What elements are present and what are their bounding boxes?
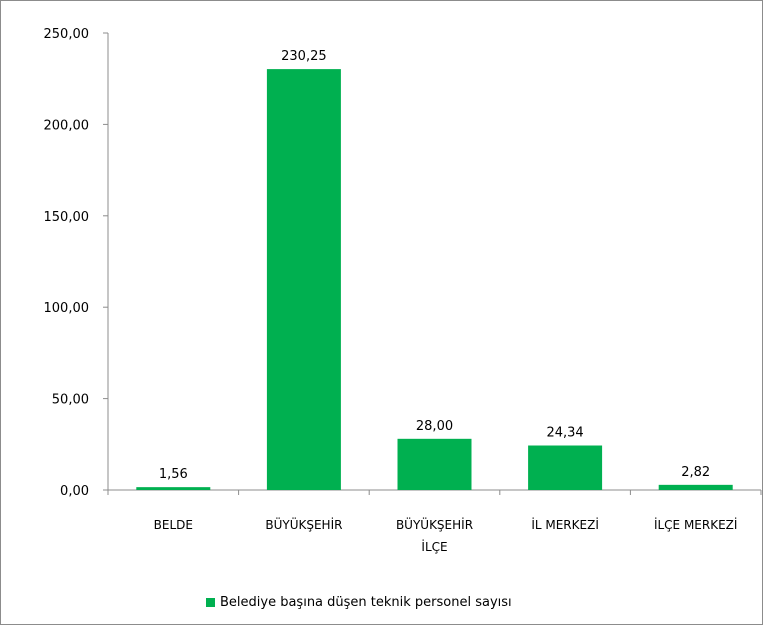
y-tick-label: 50,00 — [52, 393, 89, 408]
category-label: BELDE — [154, 518, 193, 532]
y-tick-label: 100,00 — [44, 301, 90, 316]
data-label: 28,00 — [416, 419, 453, 434]
bar — [658, 484, 733, 490]
y-tick-label: 150,00 — [44, 210, 90, 225]
data-label: 2,82 — [681, 465, 710, 480]
category-label: BÜYÜKŞEHİR — [396, 516, 473, 532]
data-label: 1,56 — [159, 467, 188, 482]
legend-swatch — [206, 597, 215, 607]
y-tick-label: 200,00 — [44, 118, 90, 133]
category-label: İL MERKEZİ — [531, 517, 599, 532]
y-tick-label: 250,00 — [44, 27, 90, 42]
bar — [397, 438, 472, 490]
category-label: İLÇE MERKEZİ — [654, 517, 737, 532]
category-label: BÜYÜKŞEHİR — [265, 516, 342, 532]
data-label: 24,34 — [546, 426, 583, 441]
legend: Belediye başına düşen teknik personel sa… — [206, 593, 512, 611]
bar — [266, 69, 341, 490]
y-tick-label: 0,00 — [60, 484, 89, 499]
data-label: 230,25 — [281, 49, 327, 64]
bar — [528, 445, 603, 490]
category-label: İLÇE — [421, 539, 447, 554]
bar — [136, 487, 211, 490]
legend-label: Belediye başına düşen teknik personel sa… — [220, 594, 512, 610]
